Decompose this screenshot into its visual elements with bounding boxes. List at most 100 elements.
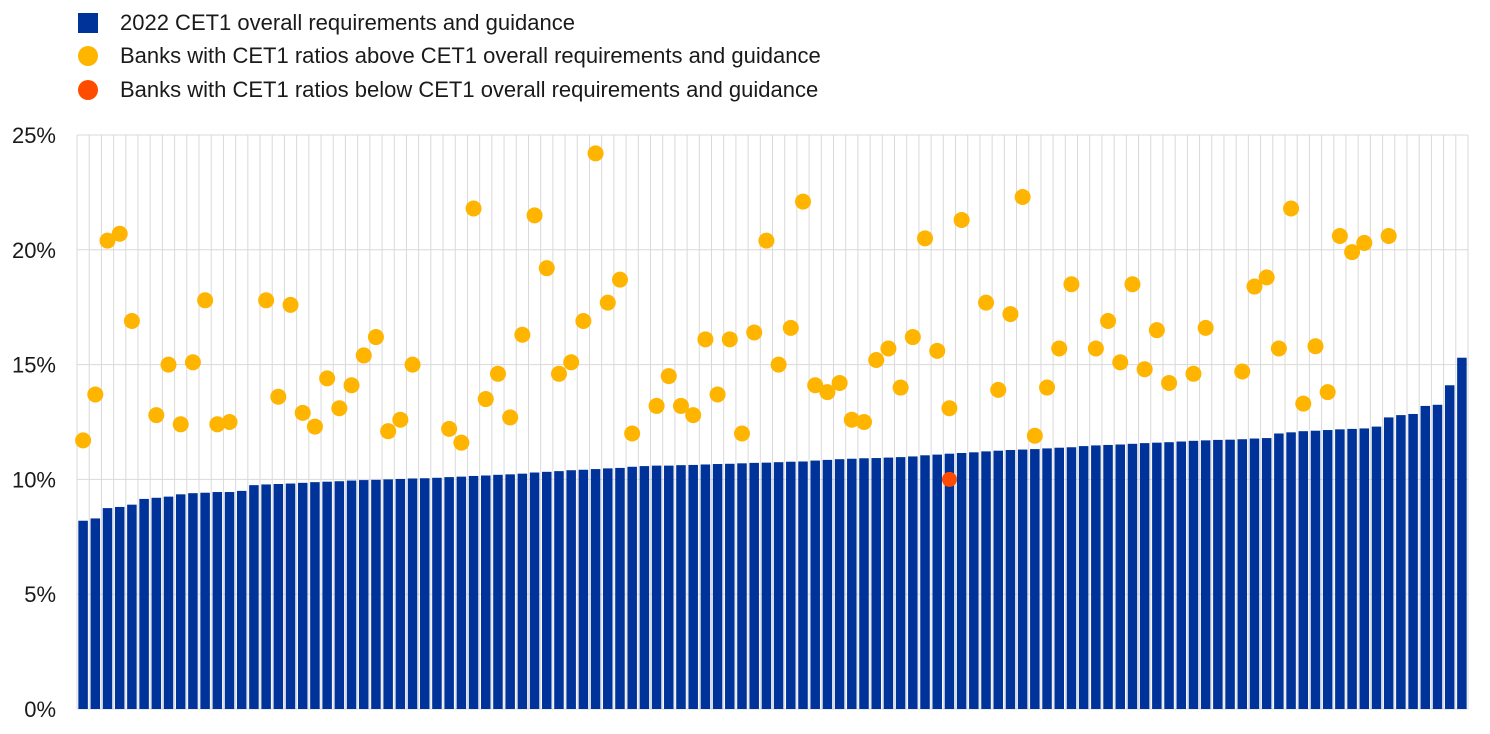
bank-point-above: [489, 365, 506, 382]
bank-point-above: [856, 414, 873, 430]
bank-point-above: [611, 271, 628, 288]
bank-point-above: [306, 418, 323, 435]
requirement-bar: [224, 492, 235, 709]
requirement-bar: [1164, 442, 1174, 709]
requirement-bar: [1030, 449, 1040, 709]
bank-point-above: [1051, 340, 1068, 357]
requirement-bar: [1359, 428, 1370, 709]
y-tick-label: 5%: [24, 582, 56, 607]
requirement-bar: [346, 480, 357, 709]
bank-point-above: [770, 356, 787, 373]
requirement-bar: [871, 458, 881, 709]
requirement-bar: [273, 483, 284, 709]
bank-point-above: [758, 232, 775, 249]
requirement-bar: [1347, 428, 1357, 709]
requirement-bar: [737, 463, 747, 709]
bank-point-above: [477, 391, 494, 408]
requirement-bar: [151, 497, 162, 709]
bank-point-above: [1295, 395, 1312, 412]
requirement-bar: [505, 474, 515, 709]
bank-point-above: [599, 294, 616, 311]
bank-point-above: [685, 407, 702, 424]
legend-label-below: Banks with CET1 ratios below CET1 overal…: [120, 76, 819, 102]
requirement-bar: [810, 460, 820, 709]
requirement-bar: [1298, 431, 1309, 709]
requirement-bar: [1042, 448, 1052, 709]
bank-point-above: [1270, 340, 1287, 357]
bank-point-above: [1307, 338, 1324, 355]
y-tick-label: 15%: [12, 353, 56, 378]
requirement-bar: [651, 465, 662, 709]
bank-point-above: [319, 370, 336, 387]
bank-point-above: [1319, 384, 1336, 401]
bank-point-above: [465, 200, 482, 217]
bank-point-above: [270, 388, 287, 405]
bank-point-above: [1112, 354, 1129, 371]
bank-point-above: [807, 377, 824, 394]
legend-circle-marker-above: [78, 46, 98, 67]
requirement-bar: [1005, 450, 1016, 709]
requirement-bar: [481, 475, 491, 709]
requirement-bar: [883, 457, 894, 709]
bank-point-above: [99, 232, 116, 249]
bank-point-above: [1356, 234, 1373, 251]
requirement-bar: [468, 475, 479, 709]
requirement-bar: [1371, 426, 1382, 709]
bank-point-above: [1258, 269, 1275, 286]
requirement-bar: [700, 464, 711, 709]
legend-label-requirements: 2022 CET1 overall requirements and guida…: [120, 9, 575, 35]
bank-point-above: [209, 416, 226, 433]
requirement-bar: [1383, 417, 1394, 709]
requirement-bar: [334, 481, 345, 709]
bank-point-above: [648, 397, 665, 414]
requirement-bar: [90, 518, 101, 709]
requirement-bar: [1152, 442, 1162, 709]
requirement-bar: [310, 482, 320, 709]
chart-legend: 2022 CET1 overall requirements and guida…: [78, 6, 821, 107]
bank-point-above: [721, 331, 738, 348]
bank-point-above: [367, 329, 384, 346]
bank-point-above: [355, 347, 372, 364]
requirement-bar: [847, 458, 857, 709]
bank-point-above: [1380, 228, 1397, 245]
bank-point-above: [538, 260, 555, 277]
bank-point-above: [502, 409, 519, 426]
bank-point-above: [1039, 379, 1056, 396]
points-layer: [75, 145, 1397, 487]
requirement-bar: [175, 494, 186, 709]
bank-point-above: [1331, 228, 1348, 245]
bank-point-above: [1124, 276, 1141, 293]
requirement-bar: [859, 458, 869, 709]
requirement-bar: [554, 471, 564, 709]
bank-point-above: [221, 414, 238, 430]
requirement-bar: [322, 481, 332, 709]
requirement-bar: [834, 459, 845, 709]
requirement-bar: [249, 485, 259, 709]
requirement-bar: [1017, 449, 1028, 709]
requirement-bar: [895, 457, 906, 709]
requirement-bar: [1420, 405, 1431, 709]
bank-point-above: [172, 416, 189, 433]
requirement-bar: [1444, 385, 1455, 709]
bank-point-above: [453, 434, 470, 451]
requirement-bar: [920, 455, 930, 709]
requirement-bar: [395, 478, 406, 709]
requirement-bar: [261, 484, 271, 709]
bank-point-above: [587, 145, 604, 162]
requirement-bar: [615, 467, 625, 709]
requirement-bar: [639, 466, 650, 709]
requirement-bar: [761, 462, 772, 709]
bank-point-above: [624, 425, 641, 442]
bank-point-above: [1197, 319, 1214, 336]
requirement-bar: [1408, 413, 1418, 709]
requirement-bar: [444, 477, 454, 709]
requirement-bar: [1066, 447, 1077, 709]
bank-point-above: [1087, 340, 1104, 357]
requirement-bar: [200, 492, 210, 709]
requirement-bar: [786, 461, 796, 709]
bank-point-above: [1148, 322, 1165, 339]
requirement-bar: [1249, 438, 1260, 709]
requirement-bar: [297, 482, 308, 709]
requirement-bar: [1188, 440, 1199, 709]
requirement-bar: [822, 459, 833, 709]
